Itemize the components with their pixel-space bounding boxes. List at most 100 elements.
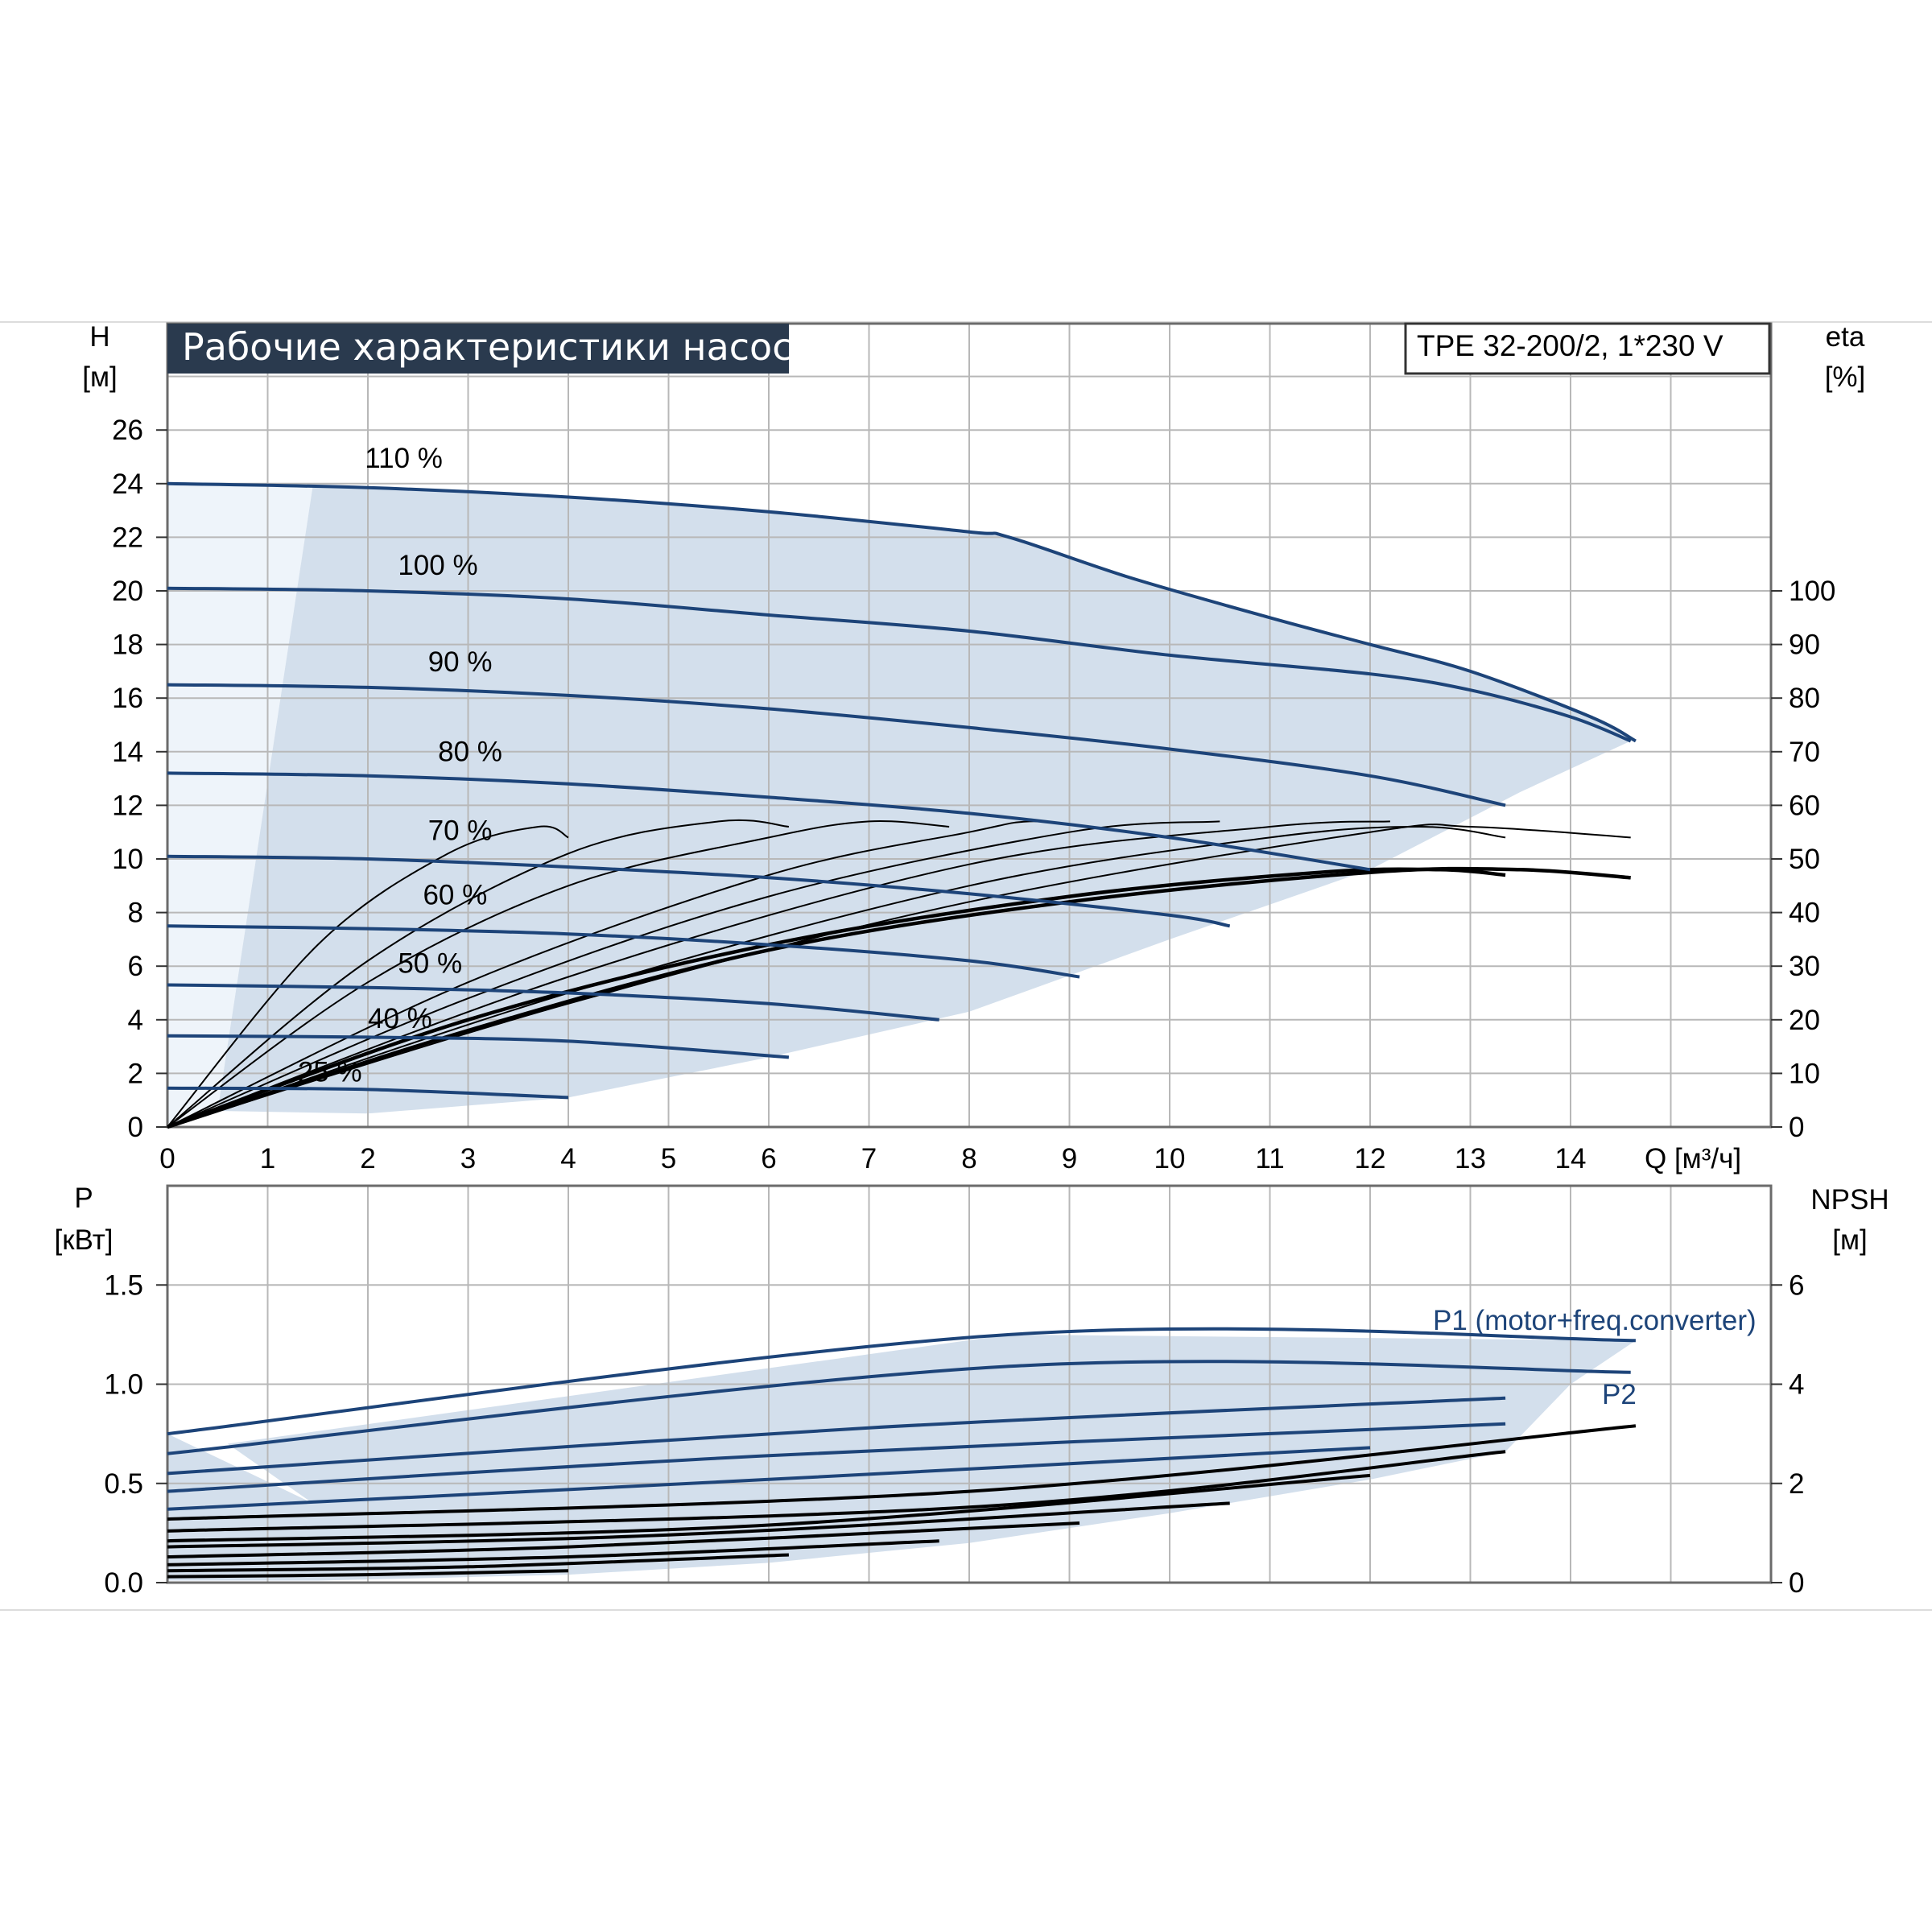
p1-label: P1 (motor+freq.converter) xyxy=(1433,1305,1757,1336)
efficiency-axis-ticks: 0 10 20 30 40 50 60 70 80 90 100 xyxy=(1771,576,1835,1143)
npsh-tick-label: 2 xyxy=(1789,1468,1804,1500)
speed-label: 50 % xyxy=(398,948,462,980)
flow-tick-label: 14 xyxy=(1555,1143,1587,1174)
npsh-axis-ticks: 0 2 4 6 xyxy=(1771,1269,1804,1599)
flow-tick-label: 12 xyxy=(1355,1143,1386,1174)
efficiency-tick-label: 70 xyxy=(1789,737,1820,768)
power-tick-label: 0.5 xyxy=(104,1468,143,1500)
head-grid xyxy=(167,324,1771,1127)
flow-tick-label: 4 xyxy=(560,1143,576,1174)
flow-tick-label: 6 xyxy=(761,1143,776,1174)
head-tick-label: 10 xyxy=(112,844,143,875)
speed-label: 25 % xyxy=(298,1056,362,1088)
head-curve xyxy=(167,1034,790,1059)
flow-tick-label: 9 xyxy=(1062,1143,1077,1174)
head-tick-label: 22 xyxy=(112,522,143,553)
flow-tick-label: 5 xyxy=(661,1143,676,1174)
speed-label: 40 % xyxy=(368,1003,432,1034)
npsh-tick-label: 4 xyxy=(1789,1369,1804,1401)
efficiency-tick-label: 40 xyxy=(1789,898,1820,929)
speed-label: 80 % xyxy=(438,736,502,767)
operating-range-envelope xyxy=(217,486,1636,1114)
flow-tick-label: 0 xyxy=(159,1143,175,1174)
power-tick-label: 1.5 xyxy=(104,1269,143,1301)
flow-tick-label: 7 xyxy=(861,1143,877,1174)
head-curve xyxy=(167,481,1637,743)
speed-label: 70 % xyxy=(428,815,493,847)
efficiency-tick-label: 10 xyxy=(1789,1058,1820,1089)
speed-label: 110 % xyxy=(365,443,443,474)
power-axis-unit: [кВт] xyxy=(55,1224,114,1256)
power-curve xyxy=(167,1422,1506,1493)
efficiency-curve xyxy=(167,820,1220,1128)
npsh-tick-label: 0 xyxy=(1789,1567,1804,1599)
power-curve xyxy=(167,1446,1371,1511)
head-curve xyxy=(167,586,1632,743)
head-tick-label: 16 xyxy=(112,683,143,714)
head-tick-label: 0 xyxy=(128,1112,143,1143)
chart-title: Рабочие характеристики насоса xyxy=(182,325,815,369)
power-range-envelope xyxy=(167,1334,1636,1581)
power-curve xyxy=(167,1501,1230,1549)
flow-tick-label: 2 xyxy=(360,1143,375,1174)
speed-label: 100 % xyxy=(398,550,477,581)
speed-label: 90 % xyxy=(428,646,493,678)
head-tick-label: 14 xyxy=(112,737,143,768)
power-grid xyxy=(167,1186,1771,1583)
model-box xyxy=(1404,322,1771,375)
efficiency-tick-label: 0 xyxy=(1789,1112,1804,1143)
head-curve xyxy=(167,771,1371,872)
speed-label: 60 % xyxy=(423,880,487,911)
power-tick-label: 1.0 xyxy=(104,1369,143,1401)
flow-tick-label: 11 xyxy=(1255,1143,1284,1174)
power-curve xyxy=(167,1521,1080,1558)
head-tick-label: 6 xyxy=(128,951,143,982)
power-axis-label: P xyxy=(74,1183,93,1214)
head-curve xyxy=(167,924,1080,979)
flow-tick-label: 3 xyxy=(460,1143,476,1174)
efficiency-axis-unit: [%] xyxy=(1825,361,1866,393)
p2-label: P2 xyxy=(1602,1379,1637,1410)
flow-tick-label: 10 xyxy=(1154,1143,1186,1174)
power-curve xyxy=(167,1569,569,1579)
head-tick-label: 20 xyxy=(112,576,143,607)
head-tick-label: 4 xyxy=(128,1005,143,1036)
efficiency-curve xyxy=(167,825,569,1128)
head-curve xyxy=(167,983,939,1022)
head-tick-label: 12 xyxy=(112,790,143,821)
flow-tick-label: 1 xyxy=(260,1143,275,1174)
npsh-tick-label: 6 xyxy=(1789,1269,1804,1301)
flow-tick-label: 13 xyxy=(1455,1143,1486,1174)
power-curve xyxy=(167,1327,1636,1436)
head-curve xyxy=(167,683,1506,807)
power-curve xyxy=(167,1450,1506,1533)
title-banner xyxy=(167,324,789,374)
flow-axis-label: Q [м³/ч] xyxy=(1645,1143,1741,1174)
power-plot-area: 0.0 0.5 1.0 1.5 0 2 4 6 P [кВт] NPSH [м] P1 (m… xyxy=(55,1183,1889,1599)
head-curves xyxy=(167,481,1637,1100)
npsh-axis-label: NPSH xyxy=(1810,1184,1889,1216)
efficiency-tick-label: 80 xyxy=(1789,683,1820,714)
efficiency-axis-label: eta xyxy=(1826,321,1865,353)
efficiency-tick-label: 90 xyxy=(1789,630,1820,661)
power-curve xyxy=(167,1396,1506,1476)
head-axis-unit: [м] xyxy=(82,361,118,393)
efficiency-tick-label: 100 xyxy=(1789,576,1835,607)
head-curve xyxy=(167,1086,569,1100)
head-tick-label: 24 xyxy=(112,469,143,500)
model-label: TPE 32-200/2, 1*230 V xyxy=(1417,329,1724,362)
head-tick-label: 8 xyxy=(128,898,143,929)
power-axis-ticks: 0.0 0.5 1.0 1.5 xyxy=(104,1269,167,1599)
head-tick-label: 26 xyxy=(112,415,143,446)
head-curve xyxy=(167,854,1231,928)
power-curve xyxy=(167,1473,1371,1543)
head-plot-frame xyxy=(166,322,1773,1129)
power-curve xyxy=(167,1424,1637,1521)
power-curve xyxy=(167,1360,1631,1455)
efficiency-tick-label: 50 xyxy=(1789,844,1820,875)
head-tick-label: 18 xyxy=(112,630,143,661)
power-curve xyxy=(167,1553,789,1573)
efficiency-tick-label: 60 xyxy=(1789,790,1820,821)
